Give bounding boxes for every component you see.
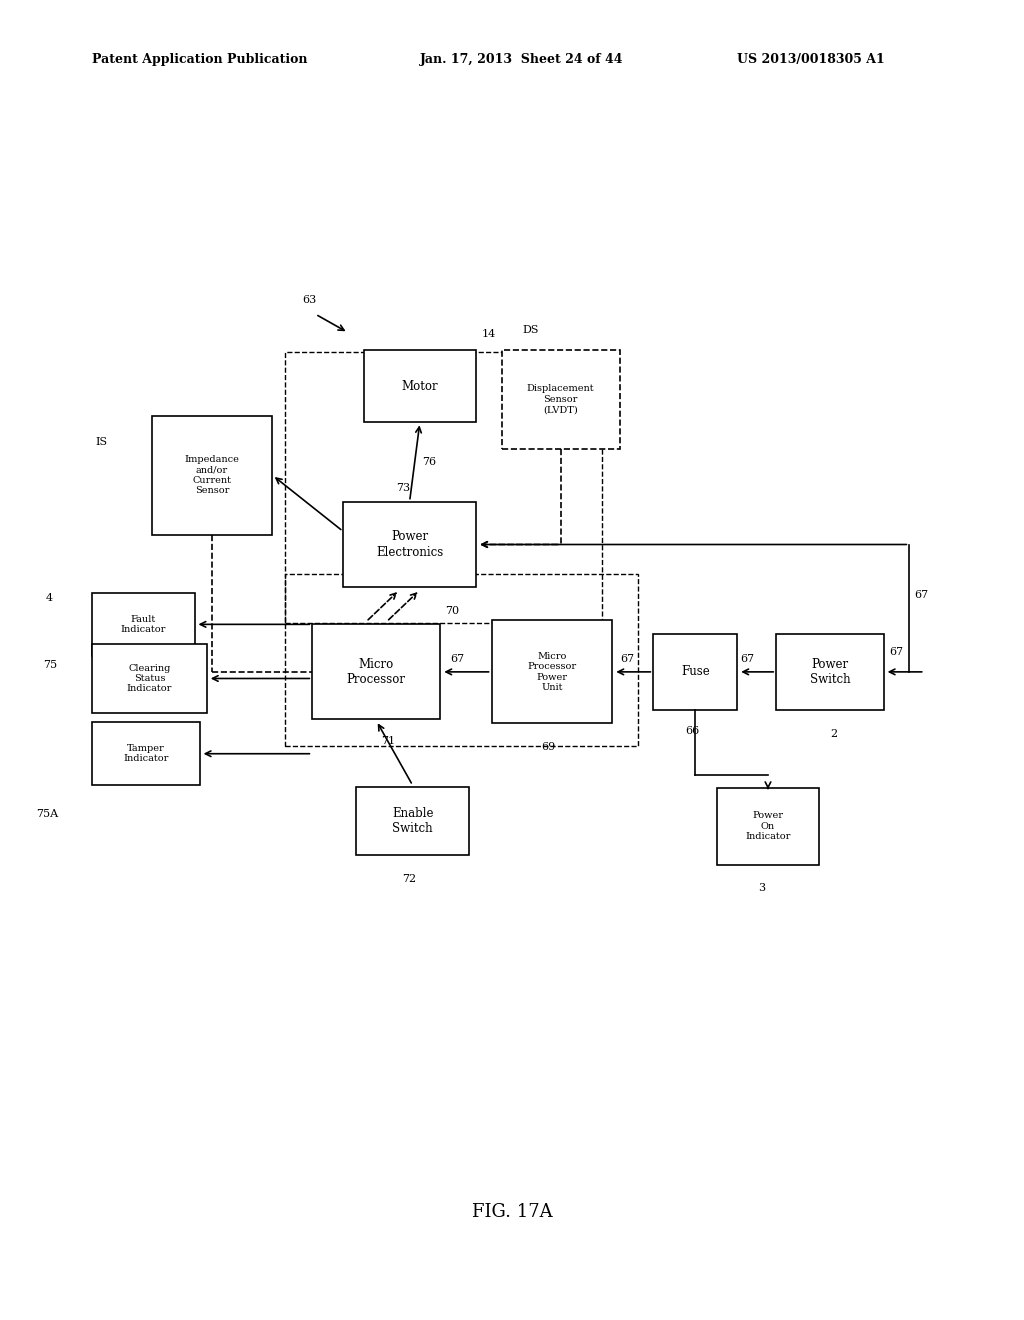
Text: 76: 76 xyxy=(422,457,436,467)
Text: Power
Electronics: Power Electronics xyxy=(376,531,443,558)
Bar xyxy=(92,593,195,656)
Bar xyxy=(492,620,612,723)
Text: 67: 67 xyxy=(451,653,465,664)
Text: 75A: 75A xyxy=(36,809,58,820)
Text: 73: 73 xyxy=(396,483,411,494)
Text: Micro
Processor
Power
Unit: Micro Processor Power Unit xyxy=(527,652,577,692)
Bar xyxy=(152,416,272,535)
Text: 71: 71 xyxy=(381,735,395,746)
Text: 2: 2 xyxy=(829,729,837,739)
Text: 70: 70 xyxy=(445,606,460,616)
Text: 67: 67 xyxy=(740,653,755,664)
Text: IS: IS xyxy=(95,437,108,447)
Bar xyxy=(92,644,207,713)
Text: 66: 66 xyxy=(685,726,699,737)
Text: 4: 4 xyxy=(46,593,53,603)
Text: US 2013/0018305 A1: US 2013/0018305 A1 xyxy=(737,53,885,66)
Text: Displacement
Sensor
(LVDT): Displacement Sensor (LVDT) xyxy=(526,384,595,414)
Bar xyxy=(356,787,469,855)
Text: Power
On
Indicator: Power On Indicator xyxy=(745,812,791,841)
Text: Patent Application Publication: Patent Application Publication xyxy=(92,53,307,66)
Text: 67: 67 xyxy=(914,590,929,601)
Bar xyxy=(502,350,620,449)
Text: Impedance
and/or
Current
Sensor: Impedance and/or Current Sensor xyxy=(184,455,240,495)
Text: Fuse: Fuse xyxy=(681,665,710,678)
Bar xyxy=(776,634,884,710)
Text: Micro
Processor: Micro Processor xyxy=(347,657,406,686)
Text: 14: 14 xyxy=(481,329,496,339)
Bar xyxy=(312,624,440,719)
Text: Fault
Indicator: Fault Indicator xyxy=(121,615,166,634)
Text: FIG. 17A: FIG. 17A xyxy=(472,1203,552,1221)
Text: Jan. 17, 2013  Sheet 24 of 44: Jan. 17, 2013 Sheet 24 of 44 xyxy=(420,53,624,66)
Bar xyxy=(343,502,476,587)
Text: 63: 63 xyxy=(302,294,316,305)
Bar xyxy=(717,788,819,865)
Text: 67: 67 xyxy=(889,647,903,657)
Text: 67: 67 xyxy=(621,653,635,664)
Text: DS: DS xyxy=(522,325,539,335)
Bar xyxy=(364,350,476,422)
Text: Power
Switch: Power Switch xyxy=(810,657,850,686)
Text: Clearing
Status
Indicator: Clearing Status Indicator xyxy=(127,664,172,693)
Text: 69: 69 xyxy=(542,742,556,752)
Text: Motor: Motor xyxy=(401,380,438,392)
Text: 75: 75 xyxy=(43,660,57,671)
Bar xyxy=(92,722,200,785)
Text: Tamper
Indicator: Tamper Indicator xyxy=(123,744,169,763)
Bar xyxy=(653,634,737,710)
Bar xyxy=(285,574,638,746)
Text: Enable
Switch: Enable Switch xyxy=(392,807,433,836)
Text: 72: 72 xyxy=(402,874,417,884)
Text: 3: 3 xyxy=(758,883,765,894)
Bar xyxy=(285,352,602,623)
